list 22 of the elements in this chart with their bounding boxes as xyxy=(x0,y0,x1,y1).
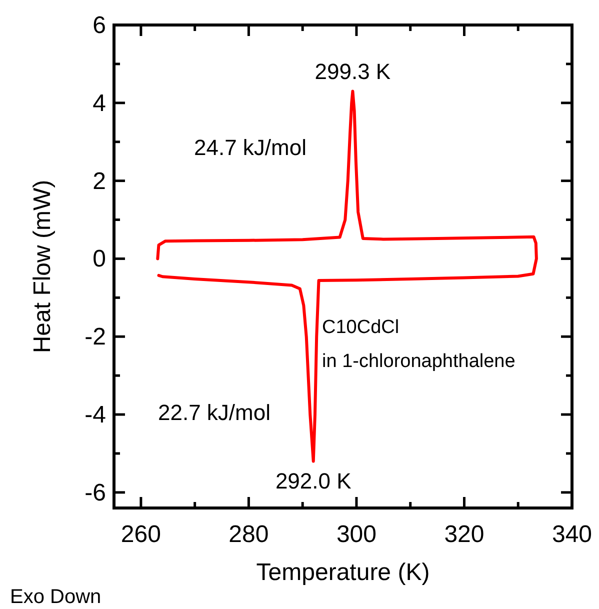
annotation: in 1-chloronaphthalene xyxy=(322,351,516,372)
y-tick-label: -2 xyxy=(84,324,106,351)
x-tick-label: 340 xyxy=(552,521,592,548)
annotation: 22.7 kJ/mol xyxy=(158,400,270,425)
annotation: C10CdCl xyxy=(322,317,400,338)
text: Exo Down xyxy=(10,586,102,608)
y-axis-title: Heat Flow (mW) xyxy=(29,180,56,354)
y-tick-label: 6 xyxy=(92,12,106,39)
y-tick-label: 0 xyxy=(92,246,106,273)
annotation: 299.3 K xyxy=(314,59,391,84)
x-axis-title: Temperature (K) xyxy=(256,559,430,586)
y-tick-label: 4 xyxy=(92,90,106,117)
x-tick-label: 280 xyxy=(228,521,269,548)
annotation: 24.7 kJ/mol xyxy=(194,135,306,160)
x-tick-label: 300 xyxy=(336,521,376,548)
y-tick-label: -4 xyxy=(84,402,106,429)
x-tick-label: 260 xyxy=(120,521,161,548)
x-tick-label: 320 xyxy=(444,521,484,548)
line-series xyxy=(156,90,538,463)
y-tick-label: -6 xyxy=(84,479,106,506)
y-tick-label: 2 xyxy=(92,168,106,195)
annotation: 292.0 K xyxy=(275,468,352,494)
